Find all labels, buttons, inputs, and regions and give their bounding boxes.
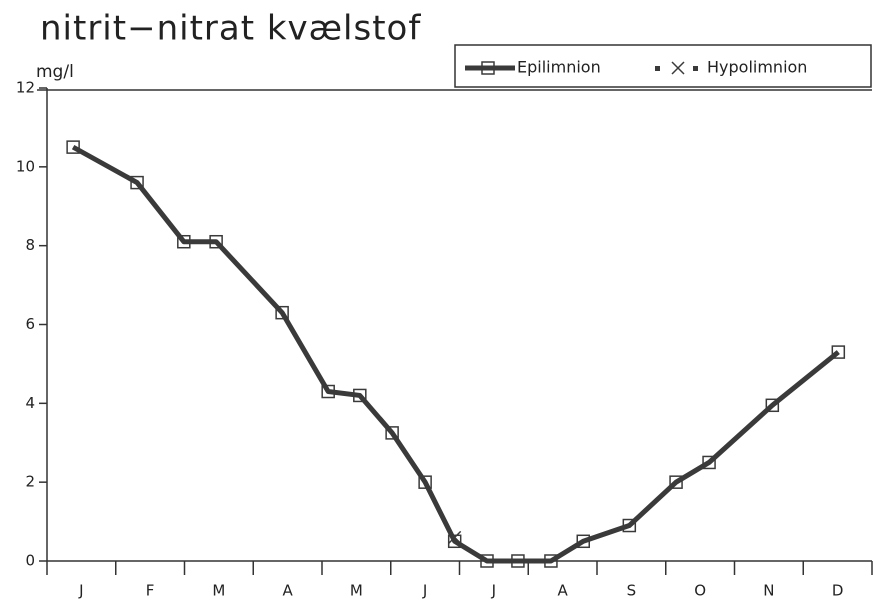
data-point — [447, 534, 462, 549]
data-point — [321, 384, 335, 399]
x-tick-label: F — [146, 582, 155, 600]
chart-title: nitrit−nitrat kvælstof — [40, 9, 421, 49]
x-tick-label: N — [763, 582, 774, 600]
data-point — [66, 140, 80, 154]
y-tick-label: 8 — [25, 236, 35, 254]
y-tick-label: 10 — [16, 157, 35, 175]
legend-dot — [693, 66, 698, 71]
data-point — [448, 530, 462, 544]
data-point — [511, 554, 525, 568]
legend-box — [454, 44, 872, 88]
data-point — [831, 345, 846, 359]
data-point — [275, 305, 289, 320]
legend-label: Hypolimnion — [707, 58, 807, 77]
data-point — [385, 426, 399, 440]
y-axis-label: mg/l — [36, 62, 74, 82]
data-point — [576, 534, 590, 549]
x-tick-label: M — [212, 582, 225, 600]
x-tick-label: A — [282, 582, 293, 600]
data-point — [209, 234, 223, 249]
legend-dot — [655, 66, 660, 71]
data-point — [669, 475, 683, 489]
y-tick-label: 0 — [25, 552, 35, 570]
data-point — [418, 475, 432, 489]
data-point — [622, 518, 637, 533]
y-tick-label: 6 — [25, 315, 35, 333]
y-tick-label: 2 — [25, 473, 35, 491]
x-tick-label: J — [491, 582, 496, 600]
data-point — [177, 234, 191, 249]
x-tick-label: A — [557, 582, 568, 600]
data-point — [765, 398, 780, 413]
x-tick-label: J — [422, 582, 427, 600]
legend-marker — [671, 61, 685, 75]
y-tick-label: 4 — [25, 394, 35, 412]
data-point — [702, 455, 716, 470]
x-tick-label: D — [832, 582, 844, 600]
data-point — [353, 388, 367, 403]
data-point — [480, 554, 494, 568]
legend-marker — [481, 61, 495, 75]
y-tick-label: 12 — [16, 79, 35, 97]
x-tick-label: O — [694, 582, 706, 600]
data-line — [71, 144, 840, 564]
x-tick-label: S — [627, 582, 637, 600]
data-point — [544, 554, 558, 568]
legend-label: Epilimnion — [517, 58, 601, 77]
data-point — [130, 175, 144, 190]
x-tick-label: J — [78, 582, 83, 600]
x-tick-label: M — [350, 582, 363, 600]
